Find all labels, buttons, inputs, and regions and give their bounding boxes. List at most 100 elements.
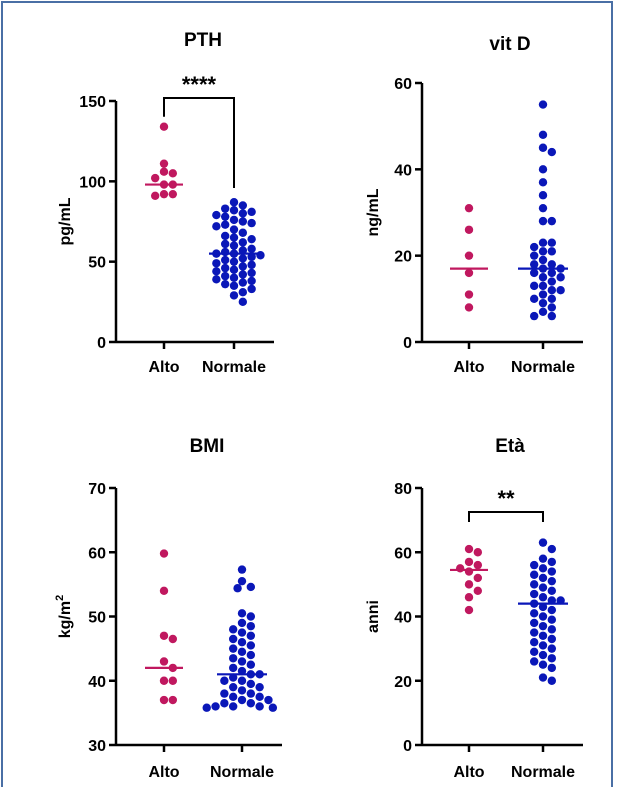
panel4-point-alto: [464, 544, 474, 554]
panel4-point-normale: [538, 660, 548, 669]
panel4-point-normale: [538, 583, 548, 592]
panel2-category-label: Alto: [453, 359, 484, 376]
panel2-point-normale: [547, 247, 557, 256]
panel1-point-normale: [220, 263, 230, 273]
panel3-point-normale: [228, 644, 238, 653]
panel1-point-normale: [247, 218, 256, 228]
panel3-y-tick-label: 30: [88, 738, 106, 755]
panel2-point-normale: [529, 281, 539, 291]
panel2-point-normale: [538, 247, 548, 256]
panel3-category-label: Alto: [148, 764, 179, 781]
panel2-point-alto: [464, 251, 474, 260]
panel1-point-normale: [238, 270, 248, 279]
panel2-point-alto: [464, 225, 474, 234]
panel3-point-alto: [159, 657, 169, 666]
panel3-point-normale: [255, 682, 264, 692]
panel3-point-normale: [237, 676, 247, 685]
panel4-point-normale: [538, 564, 548, 573]
panel1-point-normale: [238, 297, 248, 307]
panel3-point-normale: [237, 666, 247, 676]
panel3-point-normale: [211, 702, 220, 711]
panel3-point-normale: [228, 634, 238, 644]
panel4-title: Età: [495, 436, 525, 457]
panel4-point-normale: [547, 615, 557, 624]
panel3-category-label: Normale: [210, 764, 274, 781]
panel1-point-normale: [220, 220, 230, 229]
panel1-point-normale: [229, 233, 239, 242]
panel1-point-normale: [247, 284, 256, 294]
panel4-point-normale: [529, 589, 539, 599]
panel1-point-normale: [238, 217, 248, 226]
panel4-point-alto: [455, 564, 465, 573]
panel4-y-tick-label: 0: [403, 738, 412, 755]
panel3-point-normale: [228, 673, 238, 682]
panel3-point-normale: [246, 689, 256, 698]
panel4-point-alto: [473, 586, 483, 595]
panel4-point-normale: [529, 657, 539, 666]
panel3-y-tick-label: 50: [88, 610, 106, 627]
panel3-point-normale: [237, 638, 247, 647]
panel1-point-normale: [220, 239, 230, 249]
panel3-point-normale: [237, 647, 247, 657]
panel1-category-label: Normale: [202, 359, 266, 376]
panel1-point-normale: [229, 241, 239, 250]
panel4-y-tick-label: 80: [394, 481, 412, 498]
panel4-point-normale: [529, 618, 539, 628]
panel1-point-alto: [168, 189, 178, 199]
panel3-point-normale: [228, 682, 238, 692]
panel1-point-normale: [229, 291, 239, 300]
panel2-point-normale: [529, 251, 539, 260]
panel4-significance-bracket: [468, 511, 544, 522]
panel1-point-normale: [247, 260, 256, 270]
panel3-point-alto: [159, 586, 169, 595]
panel3-point-normale: [246, 631, 256, 640]
panel3-point-normale: [237, 576, 247, 586]
panel2-category-label: Normale: [511, 359, 575, 376]
panel4-point-normale: [547, 605, 557, 615]
panel3-point-normale: [228, 663, 238, 673]
panel1-point-normale: [229, 257, 239, 266]
panel4-point-normale: [547, 625, 557, 634]
panel2-point-alto: [464, 290, 474, 299]
panel1-point-alto: [159, 159, 169, 168]
panel3-point-normale: [246, 582, 256, 592]
panel4-point-normale: [529, 628, 539, 637]
panel4-point-normale: [538, 538, 548, 547]
panel2-point-alto: [464, 203, 474, 213]
panel2-point-normale: [538, 143, 548, 152]
panel2-point-normale: [538, 307, 548, 316]
panel4-y-tick-label: 60: [394, 545, 412, 562]
panel3-point-normale: [220, 689, 229, 698]
panel3-point-normale: [255, 692, 264, 702]
panel1-point-alto: [168, 169, 178, 178]
panel1-y-tick-label: 0: [97, 335, 106, 352]
panel1-title: PTH: [184, 30, 222, 51]
panel4-point-normale: [547, 644, 557, 653]
panel3-point-normale: [237, 618, 247, 628]
panel4-category-label: Normale: [511, 764, 575, 781]
panel2-y-tick-label: 20: [394, 249, 412, 266]
panel4-point-normale: [547, 663, 557, 673]
panel4-point-alto: [464, 567, 474, 576]
panel2-point-normale: [538, 238, 548, 247]
panel1-category-label: Alto: [148, 359, 179, 376]
panel3-point-alto: [159, 549, 169, 558]
panel2-point-normale: [529, 294, 539, 304]
panel1-point-normale: [238, 238, 248, 247]
panel3-point-normale: [237, 686, 247, 695]
panel4-point-normale: [538, 573, 548, 583]
panel4-point-normale: [538, 673, 548, 682]
panel4-point-normale: [538, 602, 548, 612]
panel3-point-normale: [237, 695, 247, 705]
panel2-point-normale: [538, 273, 548, 282]
panel1-point-normale: [238, 246, 248, 255]
panel1-y-tick-label: 100: [79, 174, 106, 191]
panel1-point-normale: [220, 271, 230, 281]
panel1-point-normale: [229, 215, 239, 225]
panel2-point-normale: [547, 294, 557, 304]
panel3-point-alto: [159, 695, 169, 705]
panel4-significance-label: **: [497, 486, 515, 511]
panel1-point-normale: [220, 247, 230, 257]
panel1-point-normale: [247, 207, 256, 217]
